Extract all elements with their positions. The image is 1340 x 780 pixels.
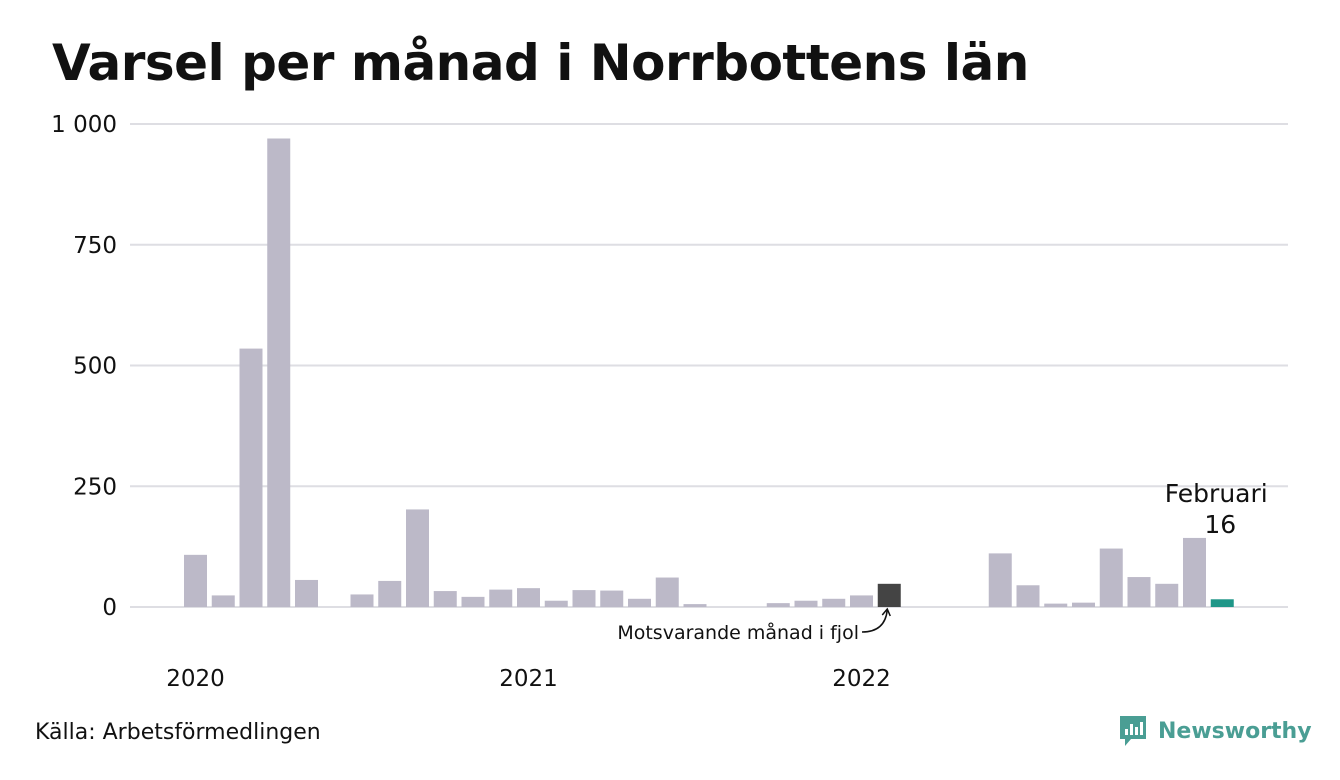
bar-current [1210,599,1234,607]
bar [239,348,263,607]
bar [489,589,513,607]
bar [1072,602,1095,607]
current-month-label: Februari [1165,479,1268,508]
y-tick-label: 250 [73,474,117,500]
annotation-arrowhead [881,607,891,617]
bar [378,580,402,607]
bar [628,598,651,607]
x-tick-label: 2021 [499,666,558,692]
bar [850,595,873,607]
bar [683,604,707,607]
bar [517,588,540,607]
bar [1016,585,1040,607]
bar [600,590,624,607]
chart-title: Varsel per månad i Norrbottens län [52,34,1029,92]
bar [461,596,485,607]
brand-logo[interactable]: Newsworthy [1118,714,1312,748]
current-value-label: 16 [1204,510,1236,539]
x-tick-label: 2020 [166,666,225,692]
x-axis-ticks: 2020 2021 2022 [166,666,891,692]
y-tick-label: 500 [73,354,117,380]
x-tick-label: 2022 [832,666,891,692]
annotation-arrow [861,609,888,633]
bar [766,603,790,607]
gridlines [130,123,1288,608]
bar [350,594,374,607]
bar [1044,603,1068,607]
bar [1155,583,1179,607]
bar [1127,577,1151,607]
bar [295,579,318,607]
bar [433,591,457,607]
bar [794,600,818,607]
source-text: Källa: Arbetsförmedlingen [35,720,321,745]
y-axis-ticks: 0 250 500 750 1 000 [51,112,117,621]
bar [822,598,846,607]
comparison-annotation: Motsvarande månad i fjol [617,621,859,644]
y-tick-label: 1 000 [51,112,117,138]
bar [988,553,1012,607]
bar [406,509,429,607]
bar [544,600,568,607]
bar [1099,548,1123,607]
bar [572,590,596,607]
brand-name: Newsworthy [1158,718,1312,744]
bar-comparison [877,583,901,607]
y-tick-label: 0 [102,595,117,621]
bar [655,577,679,607]
newsworthy-logo-icon [1120,716,1146,746]
bar [1183,537,1206,607]
bars [184,138,1234,608]
bar [184,554,207,607]
y-tick-label: 750 [73,233,117,259]
bar [267,138,291,608]
bar [211,595,235,607]
